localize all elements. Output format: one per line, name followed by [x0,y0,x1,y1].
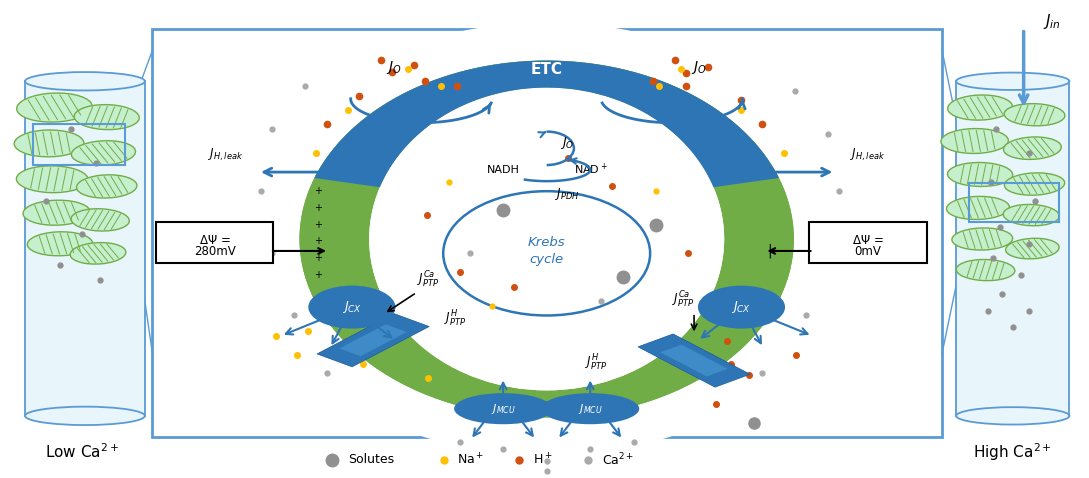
Text: $J_{H,leak}$: $J_{H,leak}$ [208,146,243,163]
Text: $J_{PDH}$: $J_{PDH}$ [555,185,580,202]
Polygon shape [315,61,779,187]
Text: Krebs
cycle: Krebs cycle [528,236,565,266]
Ellipse shape [443,191,650,315]
Text: $J^{Ca}_{PTP}$: $J^{Ca}_{PTP}$ [672,290,695,310]
Text: $J^{H}_{PTP}$: $J^{H}_{PTP}$ [585,353,608,373]
Text: $J_O$: $J_O$ [387,59,402,76]
Text: High Ca$^{2+}$: High Ca$^{2+}$ [974,441,1052,463]
Ellipse shape [299,61,794,417]
Polygon shape [638,334,750,387]
Ellipse shape [14,130,84,157]
FancyBboxPatch shape [809,222,927,263]
Text: Ca$^{2+}$: Ca$^{2+}$ [602,452,635,468]
Ellipse shape [941,129,1008,153]
Ellipse shape [952,228,1013,250]
FancyBboxPatch shape [152,29,942,437]
Ellipse shape [308,286,395,329]
Text: $\Delta\Psi$ =: $\Delta\Psi$ = [198,234,231,247]
Text: +: + [314,220,322,229]
Ellipse shape [698,286,785,329]
Text: +: + [314,253,322,263]
Text: +: + [314,203,322,213]
Ellipse shape [947,95,1013,120]
Text: NADH: NADH [487,165,519,174]
Text: 0mV: 0mV [855,245,881,259]
Ellipse shape [956,407,1069,424]
Text: Solutes: Solutes [348,453,394,467]
Ellipse shape [16,93,93,122]
Text: $J_{CX}$: $J_{CX}$ [732,299,751,315]
Ellipse shape [25,407,145,425]
Text: 280mV: 280mV [194,245,235,259]
Ellipse shape [70,242,126,264]
Ellipse shape [299,61,794,417]
Text: |: | [768,244,772,258]
Text: $J_O$: $J_O$ [692,59,707,76]
Ellipse shape [76,175,137,198]
Text: +: + [314,237,322,246]
Ellipse shape [541,393,639,424]
Polygon shape [660,345,727,377]
Text: H$^+$: H$^+$ [533,452,552,467]
Text: Low Ca$^{2+}$: Low Ca$^{2+}$ [45,442,119,461]
Ellipse shape [454,393,552,424]
Ellipse shape [956,260,1015,281]
Text: $J_{CX}$: $J_{CX}$ [342,299,362,315]
Text: +: + [314,186,322,196]
Ellipse shape [1004,173,1065,195]
Text: $J_{H,leak}$: $J_{H,leak}$ [851,146,885,163]
Ellipse shape [1004,104,1065,126]
Ellipse shape [16,166,88,193]
Ellipse shape [947,163,1013,186]
Polygon shape [340,324,406,356]
Polygon shape [25,81,145,416]
Text: $J_{in}$: $J_{in}$ [1043,12,1062,31]
Ellipse shape [1005,238,1060,259]
Polygon shape [956,81,1069,416]
Text: $\Delta\Psi$ =: $\Delta\Psi$ = [852,234,884,247]
Text: ETC: ETC [530,62,563,77]
Ellipse shape [946,196,1010,219]
Ellipse shape [27,232,93,256]
Ellipse shape [1003,205,1060,226]
Ellipse shape [71,209,130,231]
Ellipse shape [23,200,90,225]
Ellipse shape [369,87,724,391]
Ellipse shape [245,22,848,456]
Ellipse shape [956,73,1069,90]
Ellipse shape [25,72,145,90]
Polygon shape [317,314,429,367]
Text: $J_{MCU}$: $J_{MCU}$ [578,402,602,416]
Ellipse shape [72,141,135,165]
Ellipse shape [369,87,724,391]
Text: Na$^+$: Na$^+$ [457,452,485,467]
Ellipse shape [74,105,139,130]
Text: $J_{MCU}$: $J_{MCU}$ [491,402,515,416]
Text: $J^{H}_{PTP}$: $J^{H}_{PTP}$ [444,309,466,329]
Text: $J_O$: $J_O$ [560,135,574,152]
Text: +: + [314,270,322,280]
Text: NAD$^+$: NAD$^+$ [574,162,608,177]
FancyBboxPatch shape [156,222,273,263]
Ellipse shape [1003,137,1062,160]
Text: $J^{Ca}_{PTP}$: $J^{Ca}_{PTP}$ [417,270,439,290]
